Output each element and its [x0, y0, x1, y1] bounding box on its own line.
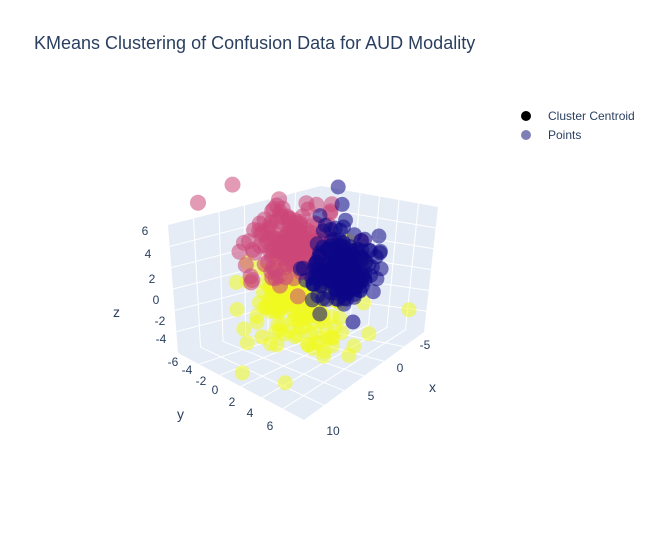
data-point [339, 291, 355, 307]
z-axis-title: z [113, 304, 120, 320]
data-point [327, 220, 343, 236]
z-tick-label: 2 [149, 272, 156, 286]
data-point [254, 329, 270, 345]
data-point [231, 243, 248, 260]
scatter-points [190, 176, 417, 391]
data-point [316, 264, 332, 280]
data-point [371, 228, 387, 244]
y-tick-label: 6 [267, 419, 274, 433]
y-tick-label: 0 [212, 383, 219, 397]
data-point [234, 365, 250, 381]
gridline [282, 329, 406, 410]
data-point [312, 306, 328, 322]
data-point [271, 191, 288, 208]
data-point [325, 330, 341, 346]
gridline [218, 211, 224, 342]
z-tick-label: 0 [153, 293, 160, 307]
data-point [269, 337, 285, 353]
data-point [333, 238, 349, 254]
data-point [333, 256, 349, 272]
data-point [300, 201, 316, 217]
z-tick-label: 4 [145, 247, 152, 261]
data-point [224, 176, 241, 193]
data-point [263, 214, 279, 230]
data-point [264, 259, 281, 276]
z-tick-label: 6 [142, 224, 149, 238]
data-point [353, 233, 369, 249]
data-point [345, 314, 361, 330]
data-point [309, 236, 325, 252]
legend-marker-centroid [521, 110, 531, 121]
data-point [358, 254, 374, 270]
data-point [362, 243, 378, 259]
data-point [334, 196, 350, 212]
data-point [259, 299, 275, 315]
data-point [365, 284, 381, 300]
data-point [330, 179, 346, 195]
data-point [310, 288, 326, 304]
data-point [332, 310, 347, 326]
data-point [243, 274, 260, 291]
y-tick-label: 2 [229, 395, 236, 409]
z-tick-label: -2 [155, 314, 166, 328]
chart-title: KMeans Clustering of Confusion Data for … [34, 33, 476, 53]
data-point [308, 325, 324, 341]
data-point [252, 237, 268, 254]
x-axis-title: x [429, 379, 436, 395]
data-point [285, 304, 301, 320]
data-point [289, 288, 306, 305]
z-tick-label: -4 [156, 332, 167, 346]
gridline [193, 218, 201, 348]
legend-label-centroid: Cluster Centroid [548, 108, 635, 123]
data-point [373, 261, 389, 277]
legend: Cluster Centroid Points [519, 106, 635, 144]
data-point [361, 326, 377, 342]
x-tick-label: 0 [397, 361, 404, 375]
data-point [316, 343, 332, 359]
data-point [401, 302, 417, 318]
data-point [277, 375, 293, 391]
y-tick-label: 4 [247, 406, 254, 420]
legend-label-points: Points [548, 127, 582, 142]
data-point [190, 194, 206, 211]
x-tick-label: 5 [368, 389, 375, 403]
x-tick-label: 10 [326, 424, 340, 438]
legend-item-centroid[interactable]: Cluster Centroid [519, 106, 635, 125]
y-tick-label: -4 [182, 363, 193, 377]
data-point [236, 321, 252, 337]
legend-marker-points [521, 129, 531, 140]
data-point [346, 338, 362, 354]
data-point [251, 222, 268, 239]
data-point [249, 314, 265, 330]
gridline [386, 199, 400, 328]
data-point [300, 337, 316, 353]
y-tick-label: -6 [168, 355, 179, 369]
y-axis-title: y [177, 406, 184, 422]
data-point [292, 214, 309, 230]
data-point [338, 212, 353, 228]
data-point [278, 226, 295, 243]
data-point [298, 272, 314, 288]
x-tick-label: -5 [420, 338, 431, 352]
data-point [229, 302, 245, 317]
data-point [312, 208, 328, 224]
y-tick-label: -2 [196, 374, 207, 388]
data-point [274, 297, 290, 313]
data-point [276, 326, 292, 342]
data-point [239, 335, 255, 351]
scene-floor [178, 318, 424, 420]
data-point [292, 261, 308, 277]
data-point [228, 274, 244, 290]
legend-item-points[interactable]: Points [519, 125, 635, 144]
data-point [328, 282, 344, 297]
